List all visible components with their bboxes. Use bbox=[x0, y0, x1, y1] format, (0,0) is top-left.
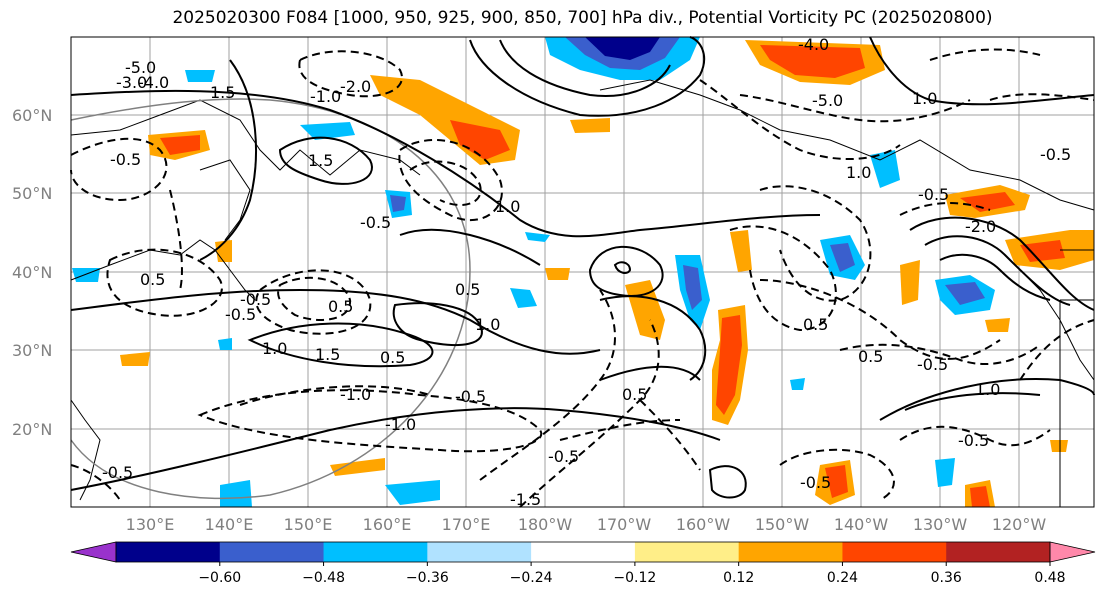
chart-title: 2025020300 F084 [1000, 950, 925, 900, 85… bbox=[172, 8, 993, 28]
contour-label: -0.5 bbox=[455, 387, 486, 406]
contour-label: 1.0 bbox=[975, 380, 1000, 399]
contour-label: 1.0 bbox=[475, 315, 500, 334]
colorbar-tick-label: 0.24 bbox=[827, 570, 858, 586]
colorbar-tick-label: −0.12 bbox=[613, 570, 656, 586]
map-panel: -5.0 -4.0 -3.0 -1.0 1.5 -2.0 -0.5 1.0 -0… bbox=[70, 35, 1095, 509]
map-frame bbox=[70, 36, 1095, 508]
colorbar-tick-label: −0.48 bbox=[302, 570, 345, 586]
contour-label: 1.0 bbox=[846, 163, 871, 182]
colorbar-tick-label: 0.12 bbox=[723, 570, 754, 586]
coastlines bbox=[70, 79, 1095, 507]
lon-label: 160°W bbox=[676, 515, 731, 534]
contour-label: 0.5 bbox=[803, 315, 828, 334]
lat-label: 60°N bbox=[12, 106, 52, 125]
lon-label: 170°E bbox=[442, 515, 491, 534]
longitude-labels: 130°E 140°E 150°E 160°E 170°E 180°W 170°… bbox=[126, 515, 1047, 534]
colorbar-segment bbox=[70, 541, 117, 563]
contour-label: -0.5 bbox=[102, 463, 133, 482]
lon-label: 130°W bbox=[913, 515, 968, 534]
lon-label: 120°W bbox=[992, 515, 1047, 534]
contour-label: 0.5 bbox=[380, 348, 405, 367]
colorbar-segment bbox=[219, 542, 325, 562]
contour-label: 1.5 bbox=[210, 83, 235, 102]
contour-label: -5.0 bbox=[812, 91, 843, 110]
contour-label: -0.5 bbox=[918, 185, 949, 204]
contour-label: -4.0 bbox=[798, 35, 829, 54]
contour-label: 0.5 bbox=[455, 280, 480, 299]
colorbar-tick-label: −0.24 bbox=[510, 570, 553, 586]
contour-label: -0.5 bbox=[360, 213, 391, 232]
colorbar-tick-label: −0.60 bbox=[198, 570, 241, 586]
lon-label: 180°W bbox=[518, 515, 573, 534]
colorbar-tick-label: −0.36 bbox=[406, 570, 449, 586]
contour-label: -2.0 bbox=[340, 77, 371, 96]
contour-label: -0.5 bbox=[110, 150, 141, 169]
contour-label: -1.0 bbox=[385, 415, 416, 434]
lat-label: 50°N bbox=[12, 184, 52, 203]
contour-label: -5.0 bbox=[125, 58, 156, 77]
shaded-anomalies bbox=[72, 37, 1094, 507]
colorbar-segment bbox=[634, 542, 740, 562]
solid-contours bbox=[70, 36, 1095, 499]
contour-label: -0.5 bbox=[225, 305, 256, 324]
colorbar-ticks: −0.60 −0.48 −0.36 −0.24 −0.12 0.12 0.24 0.36 0.4… bbox=[198, 562, 1066, 586]
contour-label: -0.5 bbox=[800, 473, 831, 492]
contour-labels: -5.0 -4.0 -3.0 -1.0 1.5 -2.0 -0.5 1.0 -0… bbox=[102, 35, 1071, 509]
colorbar-segment bbox=[842, 542, 947, 562]
contour-label: 0.5 bbox=[328, 297, 353, 316]
lon-label: 150°E bbox=[284, 515, 333, 534]
colorbar: −0.60 −0.48 −0.36 −0.24 −0.12 0.12 0.24 0.36 0.4… bbox=[70, 541, 1096, 586]
lat-label: 40°N bbox=[12, 263, 52, 282]
colorbar-segment bbox=[1049, 541, 1096, 563]
colorbar-segment bbox=[323, 542, 428, 562]
lon-label: 140°E bbox=[205, 515, 254, 534]
dashed-contours bbox=[70, 48, 1095, 508]
lat-label: 20°N bbox=[12, 420, 52, 439]
colorbar-segments bbox=[70, 541, 1096, 563]
contour-label: 0.5 bbox=[622, 385, 647, 404]
contour-label: 1.0 bbox=[495, 197, 520, 216]
contour-label: -1.0 bbox=[310, 87, 341, 106]
lon-label: 130°E bbox=[126, 515, 175, 534]
contour-label: 1.5 bbox=[315, 345, 340, 364]
colorbar-frame bbox=[115, 541, 1051, 563]
colorbar-segment bbox=[116, 542, 221, 562]
contour-label: 1.0 bbox=[912, 89, 937, 108]
colorbar-tick-label: 0.48 bbox=[1034, 570, 1065, 586]
contour-label: -0.5 bbox=[1040, 145, 1071, 164]
contour-label: -3.0 bbox=[116, 73, 147, 92]
contour-label: -2.0 bbox=[965, 217, 996, 236]
colorbar-segment bbox=[427, 542, 532, 562]
colorbar-tick-label: 0.36 bbox=[931, 570, 962, 586]
contour-label: -1.0 bbox=[340, 385, 371, 404]
contour-label: 0.5 bbox=[140, 270, 165, 289]
contour-label: -0.5 bbox=[958, 431, 989, 450]
lon-label: 150°W bbox=[755, 515, 810, 534]
contour-label: 1.5 bbox=[308, 151, 333, 170]
contour-label: -0.5 bbox=[548, 447, 579, 466]
contour-label: -1.5 bbox=[510, 490, 541, 509]
contour-label: 0.5 bbox=[858, 347, 883, 366]
contour-label: 1.0 bbox=[262, 339, 287, 358]
lat-label: 30°N bbox=[12, 341, 52, 360]
latitude-labels: 60°N 50°N 40°N 30°N 20°N bbox=[12, 106, 52, 439]
colorbar-segment bbox=[738, 542, 843, 562]
contour-label: -0.5 bbox=[240, 290, 271, 309]
range-circle bbox=[70, 98, 471, 500]
lon-label: 140°W bbox=[834, 515, 889, 534]
contour-label: -0.5 bbox=[917, 355, 948, 374]
colorbar-segment bbox=[531, 542, 636, 562]
colorbar-segment bbox=[946, 542, 1051, 562]
lon-label: 170°W bbox=[597, 515, 652, 534]
contour-label: -4.0 bbox=[138, 73, 169, 92]
lon-label: 160°E bbox=[363, 515, 412, 534]
